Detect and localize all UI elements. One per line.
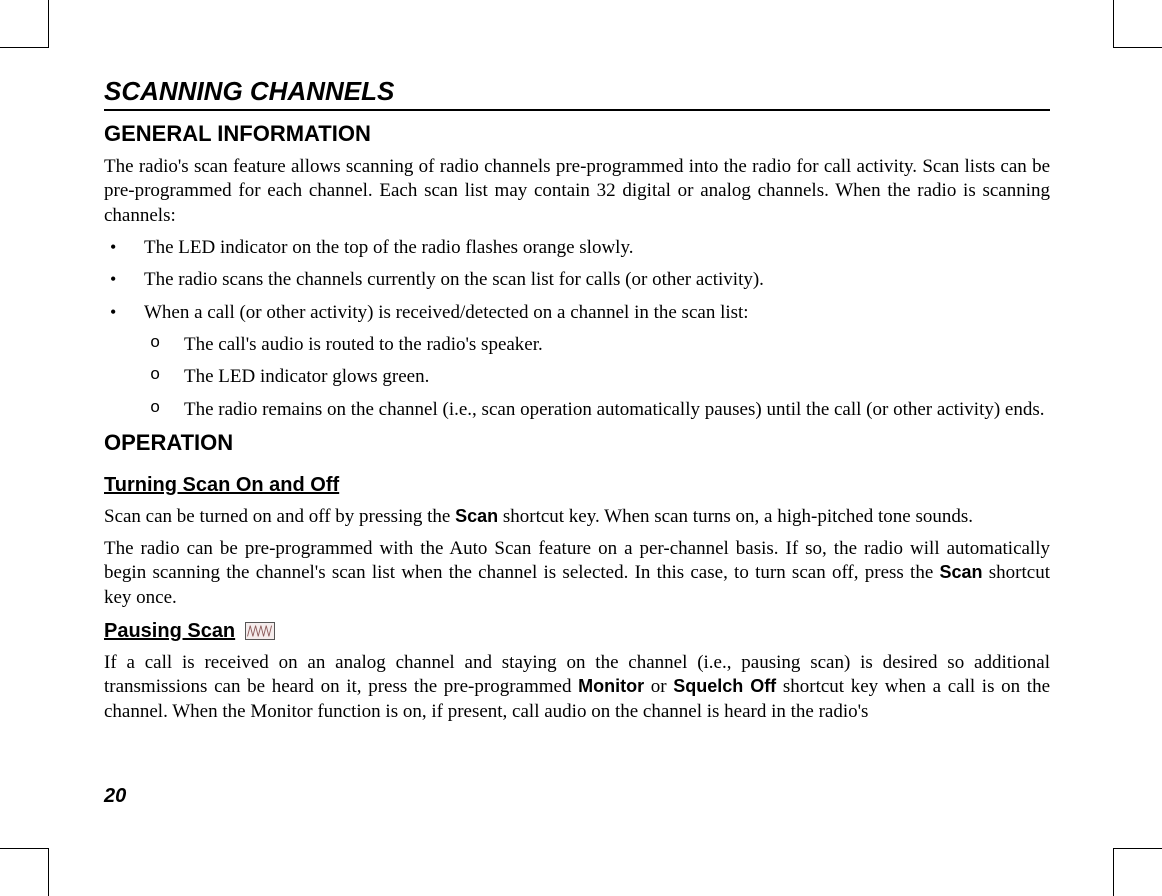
page-number: 20 [104, 785, 126, 808]
pausing-paragraph: If a call is received on an analog chann… [104, 651, 1050, 724]
crop-mark [48, 0, 49, 48]
general-intro: The radio's scan feature allows scanning… [104, 155, 1050, 228]
bullet-item: The radio scans the channels currently o… [104, 268, 1050, 292]
sub-bullets: The call's audio is routed to the radio'… [144, 333, 1050, 422]
crop-mark [1114, 47, 1162, 48]
crop-mark [0, 47, 48, 48]
subsection-pausing: Pausing Scan [104, 620, 235, 643]
bold-monitor: Monitor [578, 676, 644, 696]
turning-paragraph-1: Scan can be turned on and off by pressin… [104, 505, 1050, 529]
section-heading-operation: OPERATION [104, 430, 1050, 456]
sub-bullet-item: The call's audio is routed to the radio'… [144, 333, 1050, 357]
crop-mark [48, 848, 49, 896]
crop-mark [1113, 848, 1114, 896]
section-heading-general: GENERAL INFORMATION [104, 121, 1050, 147]
sub-bullet-item: The radio remains on the channel (i.e., … [144, 398, 1050, 422]
text-fragment: Scan can be turned on and off by pressin… [104, 506, 455, 527]
bold-scan: Scan [455, 506, 498, 526]
crop-mark [1114, 848, 1162, 849]
bullet-item: When a call (or other activity) is recei… [104, 301, 1050, 422]
bullet-item: The LED indicator on the top of the radi… [104, 236, 1050, 260]
page-content: SCANNING CHANNELS GENERAL INFORMATION Th… [104, 76, 1050, 732]
pausing-heading-row: Pausing Scan [104, 620, 1050, 643]
text-fragment: or [644, 676, 673, 697]
crop-mark [1113, 0, 1114, 48]
text-fragment: shortcut key. When scan turns on, a high… [498, 506, 973, 527]
turning-paragraph-2: The radio can be pre-programmed with the… [104, 537, 1050, 610]
main-title: SCANNING CHANNELS [104, 76, 1050, 111]
bold-squelch-off: Squelch Off [673, 676, 776, 696]
crop-mark [0, 848, 48, 849]
waveform-icon [245, 622, 275, 640]
bullet-text: When a call (or other activity) is recei… [144, 302, 749, 323]
bold-scan: Scan [940, 562, 983, 582]
general-bullets: The LED indicator on the top of the radi… [104, 236, 1050, 422]
sub-bullet-item: The LED indicator glows green. [144, 365, 1050, 389]
subsection-turning: Turning Scan On and Off [104, 474, 339, 497]
text-fragment: The radio can be pre-programmed with the… [104, 538, 1050, 583]
